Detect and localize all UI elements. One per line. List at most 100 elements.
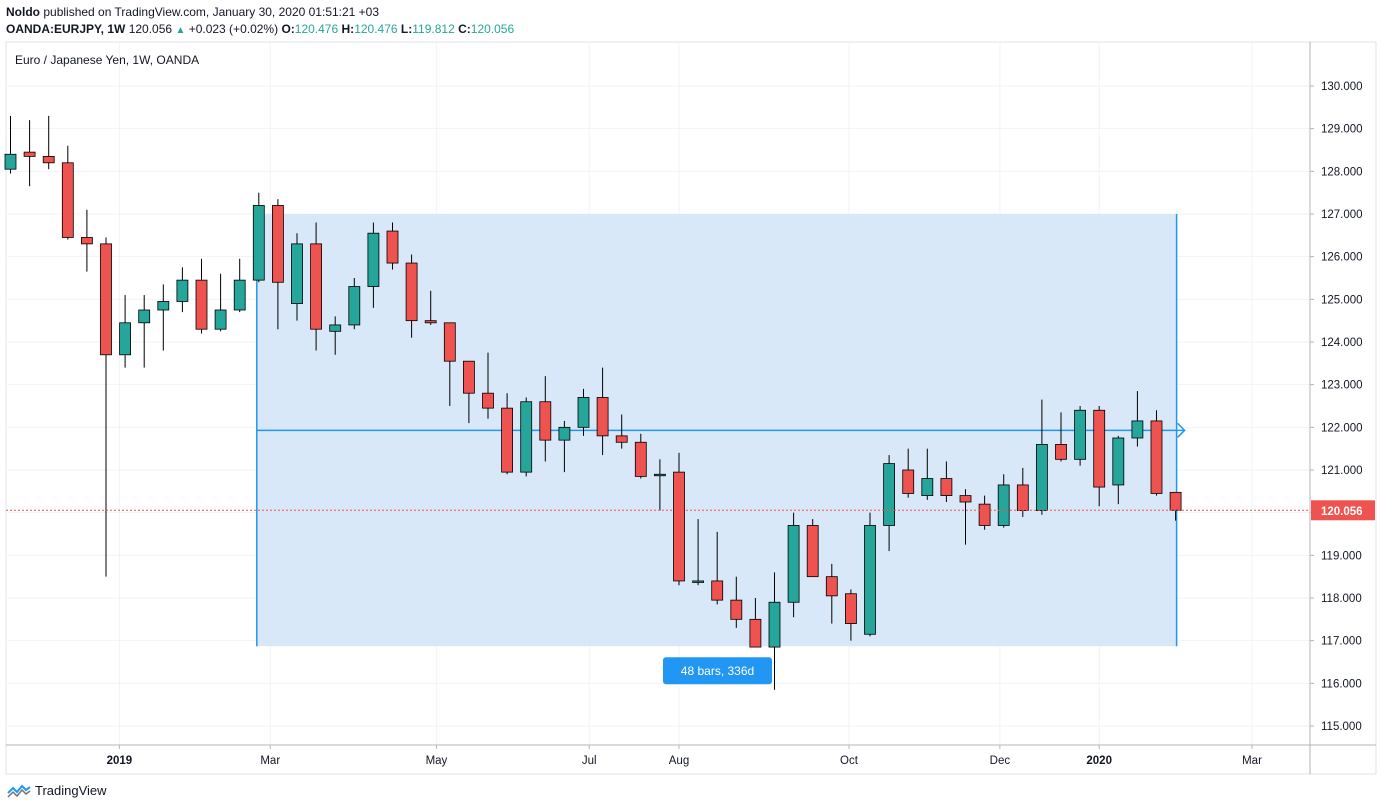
candle [539,376,552,462]
candle-body-down [730,599,743,620]
candle [405,254,418,338]
candle-body-down [1055,443,1067,460]
candle [214,273,227,332]
candle-body-down [271,205,284,283]
price-tick-label: 125.000 [1321,294,1363,306]
candle-body-up [1036,443,1048,511]
candle-body-down [42,155,55,164]
candle-body-up [138,309,151,324]
candle [520,397,533,477]
time-tick-label: 2019 [107,755,133,767]
candle-body-down [1093,409,1106,488]
candle [1055,412,1067,462]
candle-body-up [214,309,227,330]
candle [23,120,36,187]
candle [1036,399,1048,515]
range-arrow-icon [1177,422,1186,438]
low-label: L: [400,22,413,36]
tradingview-logo-icon [7,784,31,798]
candle-body-down [596,397,609,437]
publish-text: published on TradingView.com, January 30… [43,5,380,19]
time-tick-label: May [426,755,448,767]
candle-body-up [176,279,189,302]
candle-body-down [825,576,838,597]
price-tick-label: 115.000 [1321,721,1362,733]
price-tick-label: 116.000 [1321,678,1362,690]
candle [157,284,170,351]
candle [81,209,93,272]
range-label-text: 48 bars, 336d [681,664,754,678]
candle-body-down [501,407,514,473]
candle-body-down [845,593,857,625]
tradingview-footer[interactable]: TradingView [7,783,107,798]
candle [100,237,112,577]
candle [1093,406,1106,507]
last-price-tag [1311,500,1375,521]
candle-body-down [1169,491,1182,511]
candle [864,512,876,637]
candle-body-down [405,262,418,322]
candle [615,414,628,449]
open-value: 120.476 [294,22,339,36]
price-tick-label: 122.000 [1321,422,1363,434]
candle [367,222,380,308]
candle-body-up [4,153,17,170]
candle-body-down [100,243,112,356]
candle [176,267,189,313]
candle-body-down [673,471,685,582]
candle-body-up [577,397,590,428]
candle-body-down [749,618,762,648]
candle-body-down [711,580,724,601]
price-tick-label: 118.000 [1321,593,1362,605]
candle [482,352,494,419]
candle [119,295,131,368]
candle [787,512,800,618]
high-value: 120.476 [354,22,398,36]
candle [959,489,972,545]
candle [997,474,1010,528]
candle [634,433,647,479]
close-value: 120.056 [470,22,515,36]
time-tick-label: Mar [260,755,280,767]
candle [749,598,762,648]
candle [845,589,857,641]
candle [4,115,17,174]
open-label: O: [281,22,295,36]
candle [596,367,609,456]
candle-body-down [61,162,74,238]
candle [673,452,685,586]
price-tick-label: 127.000 [1321,209,1363,221]
candle [501,393,514,475]
candle [940,461,953,502]
candle-body-up [768,601,781,648]
candle-body-down [195,279,208,330]
candle [577,388,590,436]
price-tick-label: 124.000 [1321,337,1363,349]
candle [348,278,361,330]
candle-body-up [367,232,380,287]
candle [558,420,571,473]
candle-body-down [310,243,323,330]
candle [730,576,743,628]
candle-body-up [654,473,666,477]
candle [329,316,342,355]
candle-body-down [424,320,437,324]
candle-body-down [902,469,915,494]
candle-body-down [23,151,36,157]
author-name[interactable]: Noldo [6,5,40,19]
candle [386,222,399,270]
candle-body-up [119,322,131,356]
candle [978,495,991,530]
candle-body-down [462,360,475,394]
candle [1131,391,1144,447]
candle-body-up [291,243,303,305]
candle-body-up [157,301,170,311]
candle-body-up [329,324,342,332]
candle-body-up [558,426,571,441]
price-axis[interactable]: 130.000 129.000 128.000 127.000 126.000 125.0… [1310,81,1375,733]
candle [424,290,437,325]
candle-body-up [252,205,265,281]
candle-body-down [634,441,647,477]
time-axis[interactable]: 2019 Mar May Jul Aug Oct Dec 2020 Mar [107,745,1262,767]
